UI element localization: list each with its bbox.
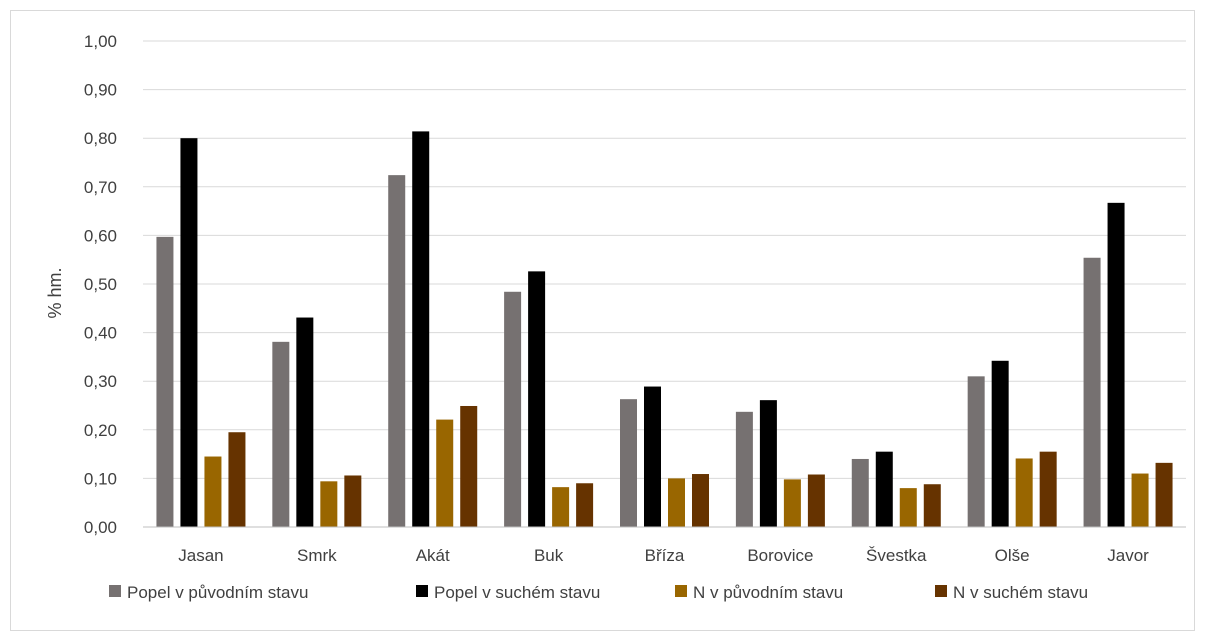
- x-category-label: Olše: [995, 546, 1030, 565]
- bar-chart: 0,00 0,10 0,20 0,30 0,40 0,50 0,60 0,70 0,80 0,90…: [45, 32, 1186, 602]
- x-category-label: Smrk: [297, 546, 337, 565]
- y-axis-ticks: 0,00 0,10 0,20 0,30 0,40 0,50 0,60 0,70 0,80 0,90…: [84, 32, 117, 537]
- bar: [412, 131, 430, 527]
- y-tick-label: 0,50: [84, 275, 117, 294]
- bar: [851, 458, 869, 527]
- legend-label: N v suchém stavu: [953, 583, 1088, 602]
- bar: [576, 483, 594, 527]
- bar: [272, 341, 290, 527]
- y-tick-label: 0,90: [84, 81, 117, 100]
- bar: [692, 474, 709, 527]
- x-category-label: Buk: [534, 546, 564, 565]
- y-tick-label: 1,00: [84, 32, 117, 51]
- bar: [783, 479, 801, 527]
- bar: [1155, 462, 1173, 527]
- x-category-label: Akát: [416, 546, 450, 565]
- bar: [320, 481, 338, 527]
- bar: [875, 451, 893, 527]
- bar: [344, 475, 362, 527]
- legend: Popel v původním stavu Popel v suchém sta…: [109, 583, 1088, 602]
- x-category-label: Borovice: [747, 546, 813, 565]
- y-tick-label: 0,80: [84, 129, 117, 148]
- bar: [899, 488, 917, 527]
- bar: [156, 236, 174, 527]
- bars: [156, 131, 1173, 528]
- bar: [735, 411, 753, 527]
- y-tick-label: 0,60: [84, 226, 117, 245]
- bar: [644, 386, 661, 527]
- bar: [388, 175, 406, 528]
- legend-swatch: [675, 585, 687, 597]
- y-axis-title: % hm.: [45, 267, 65, 318]
- legend-label: Popel v původním stavu: [127, 583, 308, 602]
- bar: [759, 400, 777, 527]
- grid-lines: [143, 40, 1186, 479]
- legend-swatch: [416, 585, 428, 597]
- bar: [180, 138, 198, 527]
- bar: [1039, 451, 1057, 527]
- bar: [807, 474, 825, 527]
- x-category-label: Švestka: [866, 546, 927, 565]
- x-axis-categories: Jasan Smrk Akát Buk Bříza Borovice Švestka Olše…: [178, 546, 1149, 565]
- bar: [528, 271, 546, 527]
- bar: [967, 376, 985, 527]
- x-category-label: Javor: [1107, 546, 1149, 565]
- bar: [204, 456, 222, 527]
- bar: [504, 291, 522, 527]
- bar: [668, 478, 685, 527]
- y-tick-label: 0,70: [84, 178, 117, 197]
- bar: [1131, 473, 1149, 527]
- y-tick-label: 0,40: [84, 324, 117, 343]
- bar: [1015, 458, 1033, 527]
- y-tick-label: 0,00: [84, 518, 117, 537]
- bar: [923, 484, 941, 527]
- chart-frame: 0,00 0,10 0,20 0,30 0,40 0,50 0,60 0,70 0,80 0,90…: [10, 10, 1195, 631]
- x-category-label: Bříza: [645, 546, 685, 565]
- bar: [1107, 202, 1125, 527]
- x-category-label: Jasan: [178, 546, 223, 565]
- y-tick-label: 0,30: [84, 372, 117, 391]
- bar: [991, 360, 1009, 527]
- legend-swatch: [935, 585, 947, 597]
- legend-label: Popel v suchém stavu: [434, 583, 600, 602]
- legend-swatch: [109, 585, 121, 597]
- bar: [436, 419, 454, 527]
- y-tick-label: 0,10: [84, 469, 117, 488]
- y-tick-label: 0,20: [84, 421, 117, 440]
- legend-label: N v původním stavu: [693, 583, 843, 602]
- bar: [296, 317, 314, 527]
- bar: [228, 432, 246, 527]
- bar: [1083, 257, 1101, 527]
- bar: [460, 405, 478, 527]
- bar: [552, 487, 570, 527]
- bar: [620, 399, 637, 527]
